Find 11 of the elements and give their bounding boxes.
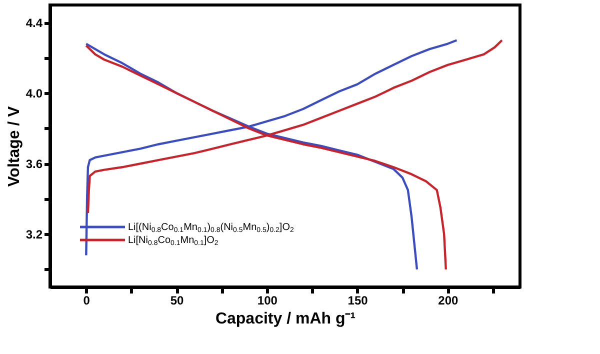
x-tick-label: 50: [170, 294, 184, 308]
x-tick-label: 100: [257, 294, 278, 308]
x-axis-title: Capacity / mAh g⁻¹: [215, 310, 356, 328]
x-tick-label: 0: [83, 294, 90, 308]
y-tick-label: 4.0: [26, 86, 43, 101]
y-axis-title: Voltage / V: [6, 106, 23, 187]
y-tick-label: 3.2: [26, 228, 43, 242]
x-tick-label: 150: [348, 294, 368, 308]
y-tick-label: 4.4: [26, 16, 43, 30]
y-tick-label: 3.6: [26, 157, 43, 172]
x-tick-label: 200: [438, 294, 459, 308]
